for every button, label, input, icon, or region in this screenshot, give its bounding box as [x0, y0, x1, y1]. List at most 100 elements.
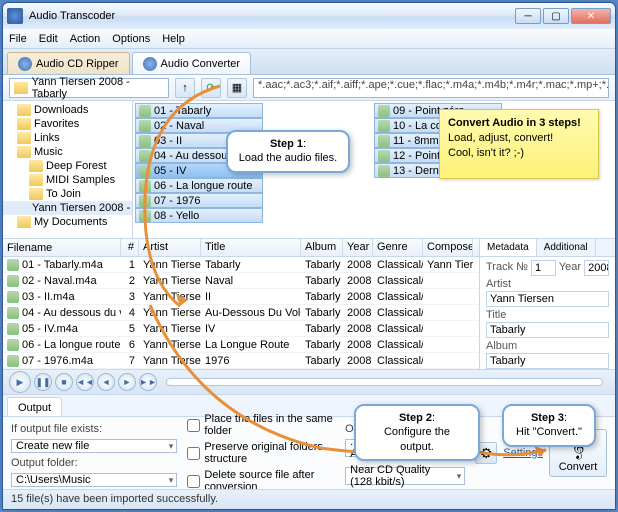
- app-icon: [7, 8, 23, 24]
- folder-icon: [29, 160, 43, 172]
- tree-item[interactable]: Deep Forest: [3, 159, 132, 173]
- preserve-checkbox[interactable]: Preserve original folders structure: [187, 441, 335, 465]
- col-year[interactable]: Year: [343, 239, 373, 256]
- up-button[interactable]: ↑: [175, 78, 195, 98]
- meta-year-input[interactable]: 2008: [584, 260, 609, 276]
- meta-album-label: Album: [486, 340, 609, 352]
- file-item[interactable]: 08 - Yello: [135, 208, 263, 223]
- col-num[interactable]: #: [121, 239, 139, 256]
- menu-file[interactable]: File: [9, 33, 27, 45]
- callout-step2: Step 2: Configure the output.: [354, 404, 480, 461]
- col-artist[interactable]: Artist: [139, 239, 201, 256]
- menu-action[interactable]: Action: [70, 33, 101, 45]
- filter-box[interactable]: *.aac;*.ac3;*.aif;*.aiff;*.ape;*.cue;*.f…: [253, 78, 609, 98]
- meta-year-label: Year: [559, 261, 581, 276]
- tree-item[interactable]: MIDI Samples: [3, 173, 132, 187]
- table-row[interactable]: 01 - Tabarly.m4a1Yann TiersenTabarlyTaba…: [3, 257, 479, 273]
- col-genre[interactable]: Genre: [373, 239, 423, 256]
- table-row[interactable]: 04 - Au dessous du v...m4a4Yann TiersenA…: [3, 305, 479, 321]
- tree-item[interactable]: Downloads: [3, 103, 132, 117]
- view-button[interactable]: ▦: [227, 78, 247, 98]
- grid-wrap: Filename # Artist Title Album Year Genre…: [3, 239, 615, 369]
- settings-label[interactable]: Settings: [503, 447, 543, 459]
- tree-item[interactable]: Favorites: [3, 117, 132, 131]
- col-album[interactable]: Album: [301, 239, 343, 256]
- folder-icon: [17, 146, 31, 158]
- meta-album-input[interactable]: Tabarly: [486, 353, 609, 369]
- tab-metadata[interactable]: Metadata: [480, 239, 537, 256]
- meta-title-input[interactable]: Tabarly: [486, 322, 609, 338]
- maximize-button[interactable]: ▢: [543, 8, 569, 24]
- audio-icon: [139, 195, 151, 207]
- window-title: Audio Transcoder: [29, 10, 515, 22]
- folder-icon: [17, 118, 31, 130]
- tab-audio-cd-ripper[interactable]: Audio CD Ripper: [7, 52, 130, 74]
- audio-icon: [139, 165, 151, 177]
- minimize-button[interactable]: ─: [515, 8, 541, 24]
- grid-header: Filename # Artist Title Album Year Genre…: [3, 239, 479, 257]
- audio-icon: [7, 323, 19, 335]
- menu-options[interactable]: Options: [112, 33, 150, 45]
- audio-icon: [139, 180, 151, 192]
- toolbar: Yann Tiersen 2008 - Tabarly ↑ ⟳ ▦ *.aac;…: [3, 75, 615, 101]
- table-row[interactable]: 06 - La longue route.m4a6Yann TiersenLa …: [3, 337, 479, 353]
- menu-edit[interactable]: Edit: [39, 33, 58, 45]
- col-filename[interactable]: Filename: [3, 239, 121, 256]
- metadata-pane: Metadata Additional Track № 1 Year 2008 …: [479, 239, 615, 369]
- table-row[interactable]: 02 - Naval.m4a2Yann TiersenNavalTabarly2…: [3, 273, 479, 289]
- same-folder-checkbox[interactable]: Place the files in the same folder: [187, 413, 335, 437]
- table-row[interactable]: 07 - 1976.m4a7Yann Tiersen1976Tabarly200…: [3, 353, 479, 369]
- audio-icon: [139, 135, 151, 147]
- meta-track-input[interactable]: 1: [531, 260, 556, 276]
- audio-icon: [7, 307, 19, 319]
- audio-icon: [139, 150, 151, 162]
- tab-output[interactable]: Output: [7, 397, 62, 416]
- tree-item[interactable]: Music: [3, 145, 132, 159]
- current-path: Yann Tiersen 2008 - Tabarly: [32, 76, 164, 100]
- play-button[interactable]: ▶: [9, 371, 31, 393]
- prev-button[interactable]: ◄◄: [76, 373, 94, 391]
- table-row[interactable]: 05 - IV.m4a5Yann TiersenIVTabarly2008Cla…: [3, 321, 479, 337]
- callout-step1: Step 1: Load the audio files.: [226, 130, 350, 173]
- tree-item[interactable]: My Documents: [3, 215, 132, 229]
- callout-step3: Step 3: Hit "Convert.": [502, 404, 596, 447]
- audio-icon: [378, 150, 390, 162]
- col-composer[interactable]: Composer: [423, 239, 473, 256]
- exists-label: If output file exists:: [11, 423, 102, 435]
- tab-icon: [143, 57, 157, 71]
- folder-icon: [17, 132, 31, 144]
- tab-audio-converter[interactable]: Audio Converter: [132, 52, 252, 74]
- tree-item[interactable]: Yann Tiersen 2008 - Tabarly: [3, 201, 132, 215]
- path-box[interactable]: Yann Tiersen 2008 - Tabarly: [9, 78, 169, 98]
- audio-icon: [7, 355, 19, 367]
- file-item[interactable]: 06 - La longue route: [135, 178, 263, 193]
- exists-select[interactable]: Create new file: [11, 439, 177, 453]
- rew-button[interactable]: ◄: [97, 373, 115, 391]
- tab-additional[interactable]: Additional: [537, 239, 596, 256]
- menubar: File Edit Action Options Help: [3, 29, 615, 49]
- tree-item[interactable]: Links: [3, 131, 132, 145]
- audio-icon: [139, 105, 151, 117]
- menu-help[interactable]: Help: [162, 33, 185, 45]
- file-item[interactable]: 01 - Tabarly: [135, 103, 263, 118]
- close-button[interactable]: ✕: [571, 8, 611, 24]
- stop-button[interactable]: ■: [55, 373, 73, 391]
- meta-artist-input[interactable]: Yann Tiersen: [486, 291, 609, 307]
- folder-icon: [17, 104, 31, 116]
- folder-icon: [17, 216, 31, 228]
- table-row[interactable]: 03 - II.m4a3Yann TiersenIITabarly2008Cla…: [3, 289, 479, 305]
- audio-icon: [7, 291, 19, 303]
- next-button[interactable]: ►►: [139, 373, 157, 391]
- refresh-button[interactable]: ⟳: [201, 78, 221, 98]
- tab-icon: [18, 57, 32, 71]
- folder-icon: [14, 82, 28, 94]
- progress-bar[interactable]: [166, 378, 603, 386]
- tree-item[interactable]: To Join: [3, 187, 132, 201]
- pause-button[interactable]: ❚❚: [34, 373, 52, 391]
- quality-select[interactable]: Near CD Quality (128 kbit/s): [345, 467, 465, 485]
- col-title[interactable]: Title: [201, 239, 301, 256]
- fwd-button[interactable]: ►: [118, 373, 136, 391]
- folder-select[interactable]: C:\Users\Music: [11, 473, 177, 487]
- file-item[interactable]: 07 - 1976: [135, 193, 263, 208]
- audio-icon: [7, 275, 19, 287]
